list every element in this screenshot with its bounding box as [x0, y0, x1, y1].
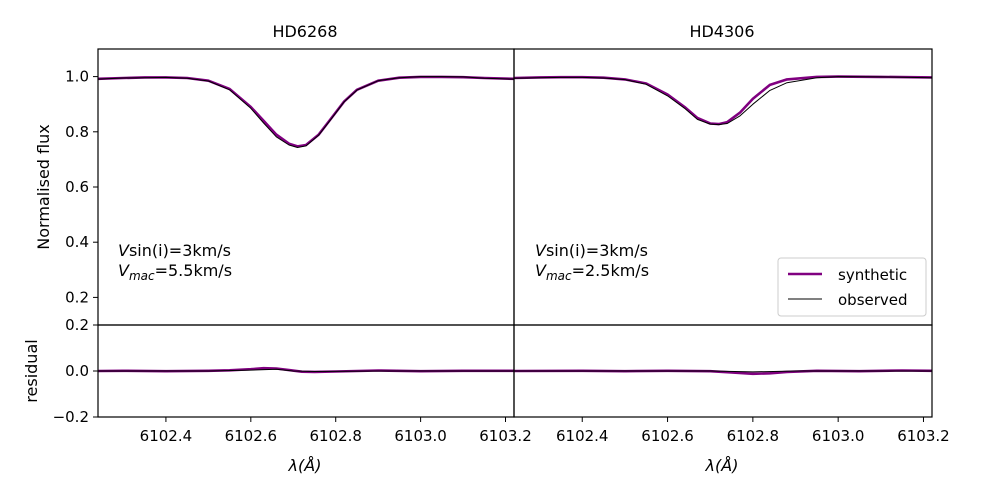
right-panel-residual-observed-line: [514, 370, 932, 373]
right-vsini-annotation: Vsin(i)=3km/s: [535, 241, 648, 260]
right-panel-x-tick-label: 6103.0: [812, 427, 865, 445]
right-x-axis-label: λ(Å): [705, 456, 739, 475]
y-axis-label: Normalised flux: [34, 124, 53, 249]
y-tick-label: 0.4: [65, 233, 89, 251]
left-vsini-annotation: Vsin(i)=3km/s: [118, 241, 231, 260]
legend-observed-label: observed: [838, 291, 908, 309]
right-panel-observed-line: [513, 76, 933, 126]
residual-y-tick-label: 0.0: [65, 362, 89, 380]
left-panel-x-tick-label: 6103.2: [479, 427, 532, 445]
right-vmac-annotation: Vmac=2.5km/s: [535, 261, 649, 283]
legend-box: [777, 257, 927, 317]
left-panel-main-frame: [97, 48, 515, 326]
y-tick-label: 0.8: [65, 123, 89, 141]
left-panel-x-tick-label: 6103.0: [394, 427, 447, 445]
residual-y-tick-label: 0.2: [65, 316, 89, 334]
y-tick-label: 0.6: [65, 178, 89, 196]
left-panel-synthetic-line: [97, 75, 515, 148]
left-panel-x-tick-label: 6102.8: [309, 427, 362, 445]
right-panel-x-tick-label: 6102.8: [727, 427, 780, 445]
left-panel-observed-line: [97, 76, 515, 148]
right-panel-x-tick-label: 6102.6: [641, 427, 694, 445]
residual-axis-label: residual: [22, 339, 41, 402]
right-panel-residual-frame: [513, 324, 933, 418]
left-panel-x-tick-label: 6102.6: [225, 427, 278, 445]
left-panel-x-tick-label: 6102.4: [140, 427, 193, 445]
left-panel-residual-observed-line: [98, 368, 514, 372]
right-panel-title: HD4306: [689, 22, 754, 41]
y-tick-label: 1.0: [65, 68, 89, 86]
left-x-axis-label: λ(Å): [288, 456, 322, 475]
plot-layer: 6102.4 6102.6 6102.8 6103.0 6103.2 0.2 0.4 0.6 0…: [53, 48, 950, 445]
left-panel-title: HD6268: [272, 22, 337, 41]
legend: synthetic observed: [777, 257, 927, 317]
residual-y-tick-label: −0.2: [53, 408, 89, 426]
left-vmac-annotation: Vmac=5.5km/s: [118, 261, 232, 283]
y-tick-label: 0.2: [65, 288, 89, 306]
right-panel-x-tick-label: 6102.4: [556, 427, 609, 445]
right-panel-synthetic-line: [513, 75, 933, 126]
right-panel-x-tick-label: 6103.2: [897, 427, 950, 445]
legend-synthetic-label: synthetic: [838, 266, 907, 284]
